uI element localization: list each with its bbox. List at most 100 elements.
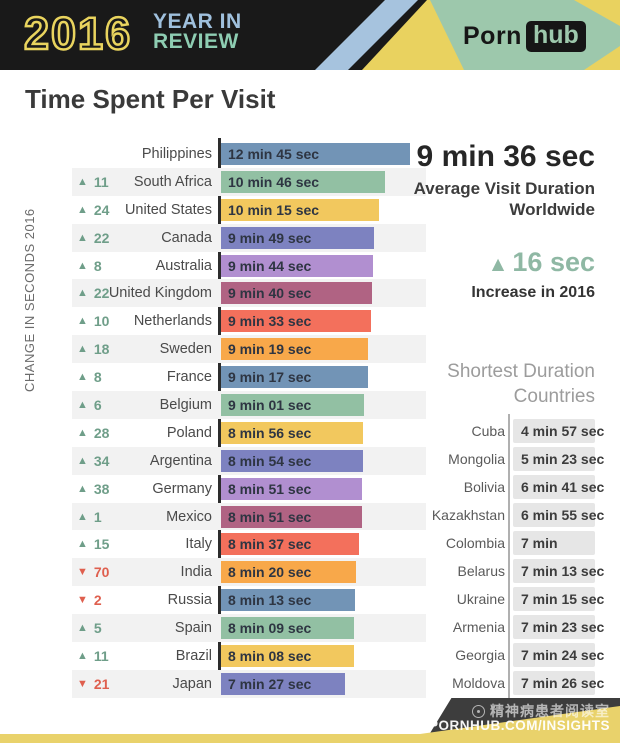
duration-value: 8 min 08 sec [228,648,312,665]
chart-row: ▲ 15 Italy 8 min 37 sec [0,530,620,558]
pornhub-logo: Porn hub [463,21,586,52]
change-triangle-icon: ▲ [77,622,88,635]
country-label: Mexico [166,508,212,525]
duration-bar-chart: Philippines 12 min 45 sec ▲ 11 South Afri… [0,140,620,698]
country-label: Belarus [457,563,505,579]
list-item: Colombia 7 min [410,529,595,557]
duration-bar: 9 min 44 sec [221,254,373,277]
chart-row: ▲ 6 Belgium 9 min 01 sec [0,391,620,419]
duration-bar: 9 min 17 sec [221,366,368,389]
country-label: Bolivia [463,479,505,495]
change-value: 22 [93,285,110,302]
shortest-duration-list: Cuba 4 min 57 sec Mongolia 5 min 23 sec … [410,417,604,697]
country-label: United States [124,201,212,218]
duration-bar: 8 min 13 sec [221,589,355,612]
change-value: 8 [93,369,102,386]
footer: 精神病患者阅读室 PORNHUB.COM/INSIGHTS [0,698,620,743]
duration-value: 7 min [513,531,595,555]
change-indicator: ▲ 5 [77,614,102,642]
chart-row: Philippines 12 min 45 sec [0,140,620,168]
chart-row: ▼ 2 Russia 8 min 13 sec [0,586,620,614]
chart-row: ▲ 28 Poland 8 min 56 sec [0,419,620,447]
duration-bar: 9 min 33 sec [221,310,371,333]
shortest-duration-heading: Shortest Duration Countries [410,360,595,409]
country-label: Australia [155,257,212,274]
duration-value: 8 min 56 sec [228,424,312,441]
change-indicator: ▲ 38 [77,475,109,503]
change-triangle-icon: ▲ [77,398,88,411]
chart-row: ▲ 8 Australia 9 min 44 sec [0,252,620,280]
change-triangle-icon: ▲ [77,426,88,439]
chart-row: ▲ 11 South Africa 10 min 46 sec [0,167,620,196]
change-value: 6 [93,396,102,413]
country-label: France [166,369,212,386]
watermark: 精神病患者阅读室 [472,701,610,721]
change-indicator: ▲ 22 [77,279,109,307]
change-triangle-icon: ▲ [77,259,88,272]
change-indicator: ▲ 18 [77,335,109,363]
change-value: 5 [93,620,102,637]
duration-value: 7 min 27 sec [228,675,312,692]
duration-value: 10 min 46 sec [228,173,320,190]
country-label: Ukraine [456,591,505,607]
change-value: 2 [93,592,102,609]
duration-value: 9 min 17 sec [228,369,312,386]
chart-row: ▲ 38 Germany 8 min 51 sec [0,475,620,503]
list-item: Mongolia 5 min 23 sec [410,445,604,473]
country-label: Canada [161,229,212,246]
country-label: Poland [166,424,212,441]
country-label: Italy [185,536,212,553]
list-item: Moldova 7 min 26 sec [410,669,604,697]
chart-row: ▲ 34 Argentina 8 min 54 sec [0,446,620,475]
change-indicator: ▲ 8 [77,252,102,280]
duration-bar: 8 min 56 sec [221,421,363,444]
caption-line-1: Average Visit Duration [413,179,595,198]
heading-line-2: Countries [513,385,595,407]
duration-bar: 8 min 54 sec [221,449,363,472]
change-triangle-icon: ▼ [77,594,88,607]
list-item: Belarus 7 min 13 sec [410,557,604,585]
chart-row: ▲ 5 Spain 8 min 09 sec [0,614,620,642]
change-value: 1 [93,508,102,525]
heading-line-1: Shortest Duration [447,361,595,382]
chart-row: ▲ 18 Sweden 9 min 19 sec [0,335,620,364]
duration-value: 5 min 23 sec [513,447,604,471]
duration-value: 9 min 33 sec [228,313,312,330]
list-item: Ukraine 7 min 15 sec [410,585,604,613]
duration-value: 8 min 13 sec [228,592,312,609]
change-value: 11 [93,647,109,664]
change-triangle-icon: ▲ [77,315,88,328]
average-duration-caption: Average Visit Duration Worldwide [410,178,595,221]
header-green-panel [430,0,620,70]
change-value: 28 [93,424,110,441]
country-label: India [180,564,212,581]
change-triangle-icon: ▼ [77,677,88,690]
country-label: Armenia [452,619,505,635]
up-triangle-icon: ▲ [487,252,509,276]
country-label: Spain [174,620,212,637]
duration-bar: 12 min 45 sec [221,143,410,165]
year-in-review-tagline: YEAR IN REVIEW [153,11,242,52]
list-item: Georgia 7 min 24 sec [410,641,604,669]
chart-row: ▲ 22 Canada 9 min 49 sec [0,223,620,252]
change-indicator: ▼ 2 [77,586,102,614]
country-label: Russia [167,592,212,609]
country-label: Mongolia [448,451,505,467]
duration-bar: 9 min 01 sec [221,394,364,417]
country-label: Brazil [175,647,212,664]
year-2016-logo: 2016 [23,7,133,61]
duration-bar: 8 min 51 sec [221,505,362,528]
change-value: 8 [93,257,102,274]
duration-value: 7 min 23 sec [513,615,604,639]
change-value: 24 [93,201,110,218]
duration-bar: 9 min 49 sec [221,226,374,249]
change-triangle-icon: ▲ [77,203,88,216]
watermark-icon [472,704,485,718]
change-value: 22 [93,229,110,246]
country-label: Belgium [159,396,212,413]
duration-bar: 10 min 15 sec [221,198,379,221]
duration-value: 9 min 01 sec [228,397,312,414]
summary-panel: 9 min 36 sec Average Visit Duration Worl… [410,140,595,302]
list-item: Cuba 4 min 57 sec [410,417,604,445]
change-indicator: ▲ 15 [77,530,109,558]
